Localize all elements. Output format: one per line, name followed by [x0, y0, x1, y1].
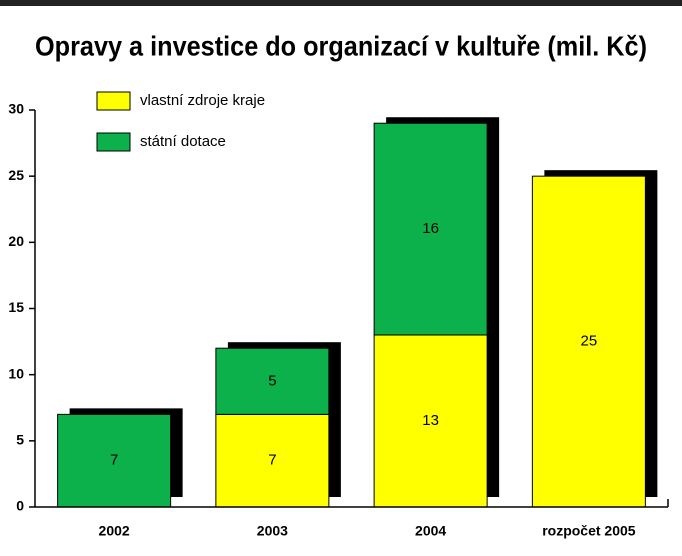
- chart-title: Opravy a investice do organizací v kultu…: [35, 30, 647, 61]
- y-tick-label: 0: [16, 498, 24, 514]
- y-tick-label: 25: [8, 167, 24, 183]
- x-tick-label: 2002: [99, 523, 130, 539]
- legend-label: vlastní zdroje kraje: [140, 92, 265, 109]
- legend-label: státní dotace: [140, 133, 226, 150]
- bar-segment: [57, 413, 172, 508]
- data-label: 13: [422, 412, 439, 429]
- legend-swatch: [96, 91, 131, 111]
- bar-segment: [373, 122, 488, 336]
- data-label: 16: [422, 220, 439, 237]
- x-tick-label: 2003: [257, 523, 288, 539]
- data-label: 7: [268, 452, 276, 469]
- bar-segment: [215, 347, 330, 415]
- x-tick-label: rozpočet 2005: [542, 523, 636, 539]
- data-label: 7: [110, 452, 118, 469]
- bar-segment: [215, 413, 330, 508]
- y-tick-label: 15: [8, 299, 24, 315]
- y-tick-label: 30: [8, 101, 24, 117]
- data-label: 25: [581, 333, 598, 350]
- data-label: 5: [268, 372, 276, 389]
- legend-swatch: [96, 132, 131, 152]
- x-tick-label: 2004: [415, 523, 446, 539]
- y-tick-label: 5: [16, 432, 24, 448]
- y-tick-label: 10: [8, 365, 24, 381]
- y-tick-label: 20: [8, 233, 24, 249]
- top-border: [0, 0, 682, 6]
- bar-segment: [373, 334, 488, 508]
